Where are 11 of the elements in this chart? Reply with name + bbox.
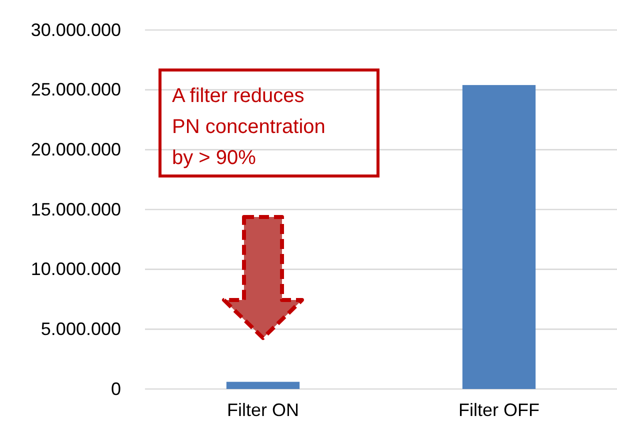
x-tick-label: Filter ON	[227, 400, 299, 420]
y-tick-label: 0	[110, 378, 121, 399]
x-tick-label: Filter OFF	[458, 400, 540, 420]
y-tick-label: 5.000.000	[40, 318, 121, 339]
y-tick-label: 15.000.000	[30, 199, 121, 220]
y-tick-label: 10.000.000	[30, 259, 121, 280]
y-tick-label: 30.000.000	[30, 20, 121, 40]
y-tick-label: 20.000.000	[30, 139, 121, 160]
note-box: A filter reduces PN concentration by > 90%	[158, 68, 380, 178]
y-tick-label: 25.000.000	[30, 80, 121, 100]
annotation: A filter reduces PN concentration by > 90%	[172, 85, 326, 169]
